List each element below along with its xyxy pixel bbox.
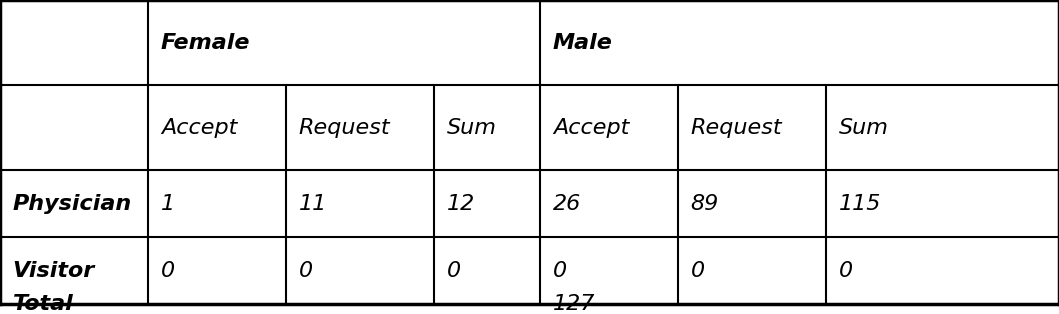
Text: 0: 0 — [161, 261, 175, 281]
Text: 0: 0 — [839, 261, 852, 281]
Text: Total: Total — [13, 294, 73, 314]
Text: 1: 1 — [161, 194, 175, 214]
Text: Accept: Accept — [553, 118, 629, 138]
Text: 0: 0 — [690, 261, 704, 281]
Text: 12: 12 — [447, 194, 475, 214]
Text: Male: Male — [553, 33, 613, 52]
Text: Visitor: Visitor — [13, 261, 95, 281]
Text: 127: 127 — [553, 294, 595, 314]
Text: Physician: Physician — [13, 194, 132, 214]
Text: Sum: Sum — [447, 118, 497, 138]
Text: 115: 115 — [839, 194, 881, 214]
Text: 0: 0 — [447, 261, 461, 281]
Text: Request: Request — [690, 118, 783, 138]
Text: 0: 0 — [299, 261, 312, 281]
Text: 0: 0 — [553, 261, 567, 281]
Text: Request: Request — [299, 118, 391, 138]
Text: Accept: Accept — [161, 118, 237, 138]
Text: 26: 26 — [553, 194, 581, 214]
Text: Female: Female — [161, 33, 251, 52]
Text: 89: 89 — [690, 194, 719, 214]
Text: 11: 11 — [299, 194, 327, 214]
Text: Sum: Sum — [839, 118, 889, 138]
